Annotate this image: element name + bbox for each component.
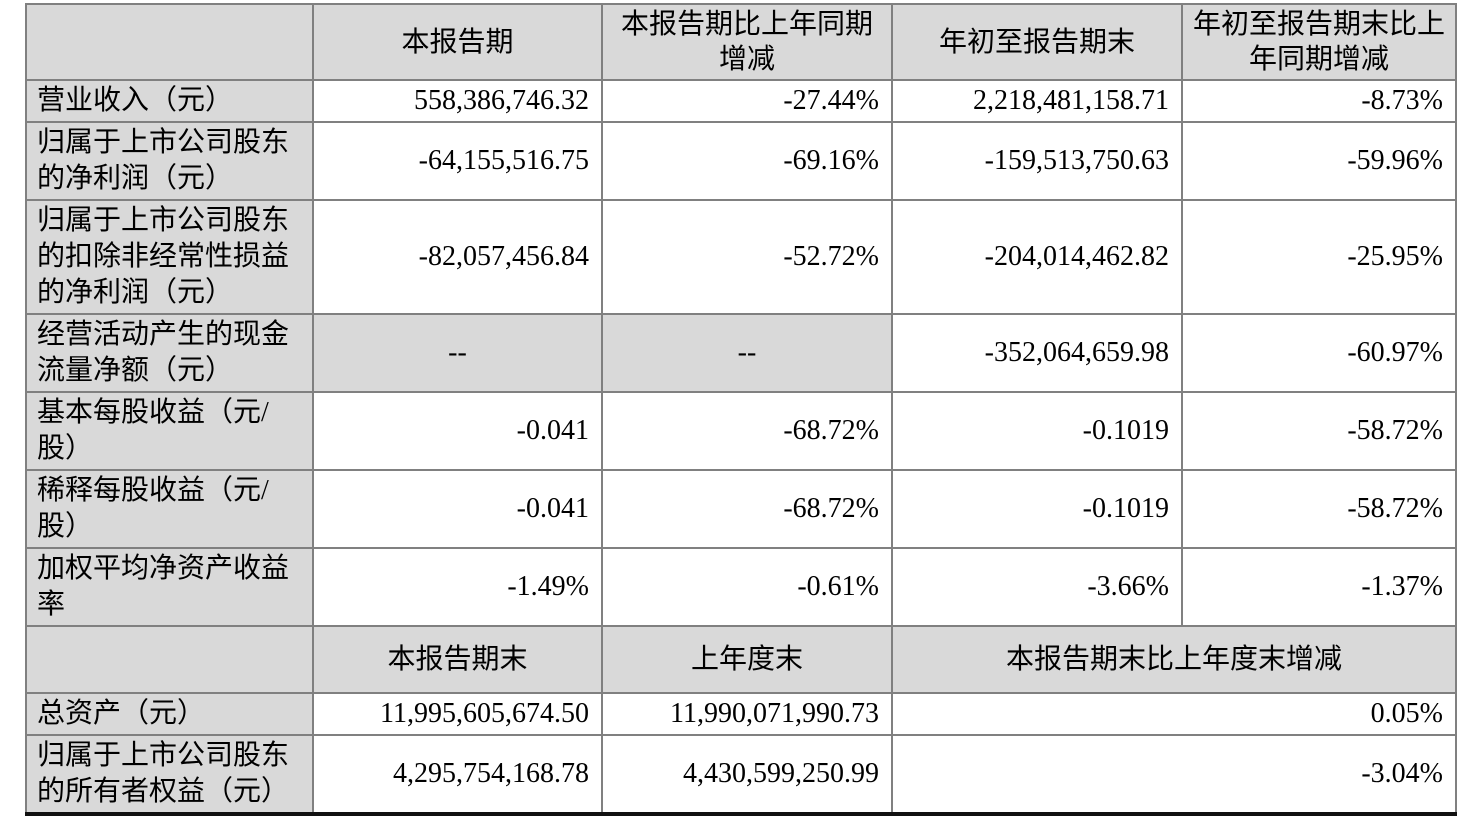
row-label-cell: 归属于上市公司股东的所有者权益（元） <box>25 734 314 815</box>
value-cell: 0.05% <box>891 692 1457 736</box>
row-label-cell: 总资产（元） <box>25 692 314 736</box>
value-cell: 4,295,754,168.78 <box>312 734 603 815</box>
value-cell: -159,513,750.63 <box>891 121 1183 201</box>
header-row-period: 本报告期 本报告期比上年同期增减 年初至报告期末 年初至报告期末比上年同期增减 <box>25 3 1457 81</box>
row-label-cell: 基本每股收益（元/股） <box>25 391 314 471</box>
value-cell: -3.04% <box>891 734 1457 815</box>
value-cell: -3.66% <box>891 547 1183 627</box>
value-cell: -69.16% <box>601 121 893 201</box>
column-header-period-end: 本报告期末 <box>312 625 603 694</box>
value-cell: 2,218,481,158.71 <box>891 79 1183 123</box>
value-cell: -60.97% <box>1181 313 1457 393</box>
row-label-cell: 归属于上市公司股东的净利润（元） <box>25 121 314 201</box>
table-row-net-profit: 归属于上市公司股东的净利润（元） -64,155,516.75 -69.16% … <box>25 121 1457 201</box>
row-label-cell: 加权平均净资产收益率 <box>25 547 314 627</box>
value-cell: -0.1019 <box>891 391 1183 471</box>
value-cell: -68.72% <box>601 469 893 549</box>
column-header-current-period: 本报告期 <box>312 3 603 81</box>
value-cell: -25.95% <box>1181 199 1457 315</box>
value-cell: 4,430,599,250.99 <box>601 734 893 815</box>
table-row-net-profit-excl-nonrecurring: 归属于上市公司股东的扣除非经常性损益的净利润（元） -82,057,456.84… <box>25 199 1457 315</box>
value-cell: 11,995,605,674.50 <box>312 692 603 736</box>
header-empty-cell <box>25 3 314 81</box>
column-header-ytd-yoy-change: 年初至报告期末比上年同期增减 <box>1181 3 1457 81</box>
column-header-prior-year-end: 上年度末 <box>601 625 893 694</box>
table-row-total-assets: 总资产（元） 11,995,605,674.50 11,990,071,990.… <box>25 692 1457 736</box>
table-row-weighted-avg-roe: 加权平均净资产收益率 -1.49% -0.61% -3.66% -1.37% <box>25 547 1457 627</box>
value-cell: -204,014,462.82 <box>891 199 1183 315</box>
header-row-period-end: 本报告期末 上年度末 本报告期末比上年度末增减 <box>25 625 1457 694</box>
column-header-ytd: 年初至报告期末 <box>891 3 1183 81</box>
value-cell: -0.041 <box>312 469 603 549</box>
table-row-revenue: 营业收入（元） 558,386,746.32 -27.44% 2,218,481… <box>25 79 1457 123</box>
value-cell: -0.1019 <box>891 469 1183 549</box>
row-label-cell: 营业收入（元） <box>25 79 314 123</box>
table-row-owners-equity: 归属于上市公司股东的所有者权益（元） 4,295,754,168.78 4,43… <box>25 734 1457 815</box>
value-cell: -0.61% <box>601 547 893 627</box>
value-cell: -0.041 <box>312 391 603 471</box>
value-cell: -82,057,456.84 <box>312 199 603 315</box>
row-label-cell: 稀释每股收益（元/股） <box>25 469 314 549</box>
table-row-diluted-eps: 稀释每股收益（元/股） -0.041 -68.72% -0.1019 -58.7… <box>25 469 1457 549</box>
financial-summary-table: 本报告期 本报告期比上年同期增减 年初至报告期末 年初至报告期末比上年同期增减 … <box>25 3 1457 816</box>
table-row-operating-cash-flow: 经营活动产生的现金流量净额（元） -- -- -352,064,659.98 -… <box>25 313 1457 393</box>
value-cell: -8.73% <box>1181 79 1457 123</box>
column-header-current-period-yoy-change: 本报告期比上年同期增减 <box>601 3 893 81</box>
value-cell: -27.44% <box>601 79 893 123</box>
row-label-cell: 归属于上市公司股东的扣除非经常性损益的净利润（元） <box>25 199 314 315</box>
value-cell: -58.72% <box>1181 391 1457 471</box>
value-cell: -1.49% <box>312 547 603 627</box>
value-cell: 558,386,746.32 <box>312 79 603 123</box>
value-cell: -68.72% <box>601 391 893 471</box>
header-empty-cell <box>25 625 314 694</box>
column-header-period-end-change: 本报告期末比上年度末增减 <box>891 625 1457 694</box>
value-cell-not-applicable: -- <box>312 313 603 393</box>
value-cell: -58.72% <box>1181 469 1457 549</box>
value-cell: -64,155,516.75 <box>312 121 603 201</box>
value-cell: 11,990,071,990.73 <box>601 692 893 736</box>
value-cell: -352,064,659.98 <box>891 313 1183 393</box>
value-cell: -1.37% <box>1181 547 1457 627</box>
value-cell: -52.72% <box>601 199 893 315</box>
table-row-basic-eps: 基本每股收益（元/股） -0.041 -68.72% -0.1019 -58.7… <box>25 391 1457 471</box>
value-cell-not-applicable: -- <box>601 313 893 393</box>
row-label-cell: 经营活动产生的现金流量净额（元） <box>25 313 314 393</box>
value-cell: -59.96% <box>1181 121 1457 201</box>
